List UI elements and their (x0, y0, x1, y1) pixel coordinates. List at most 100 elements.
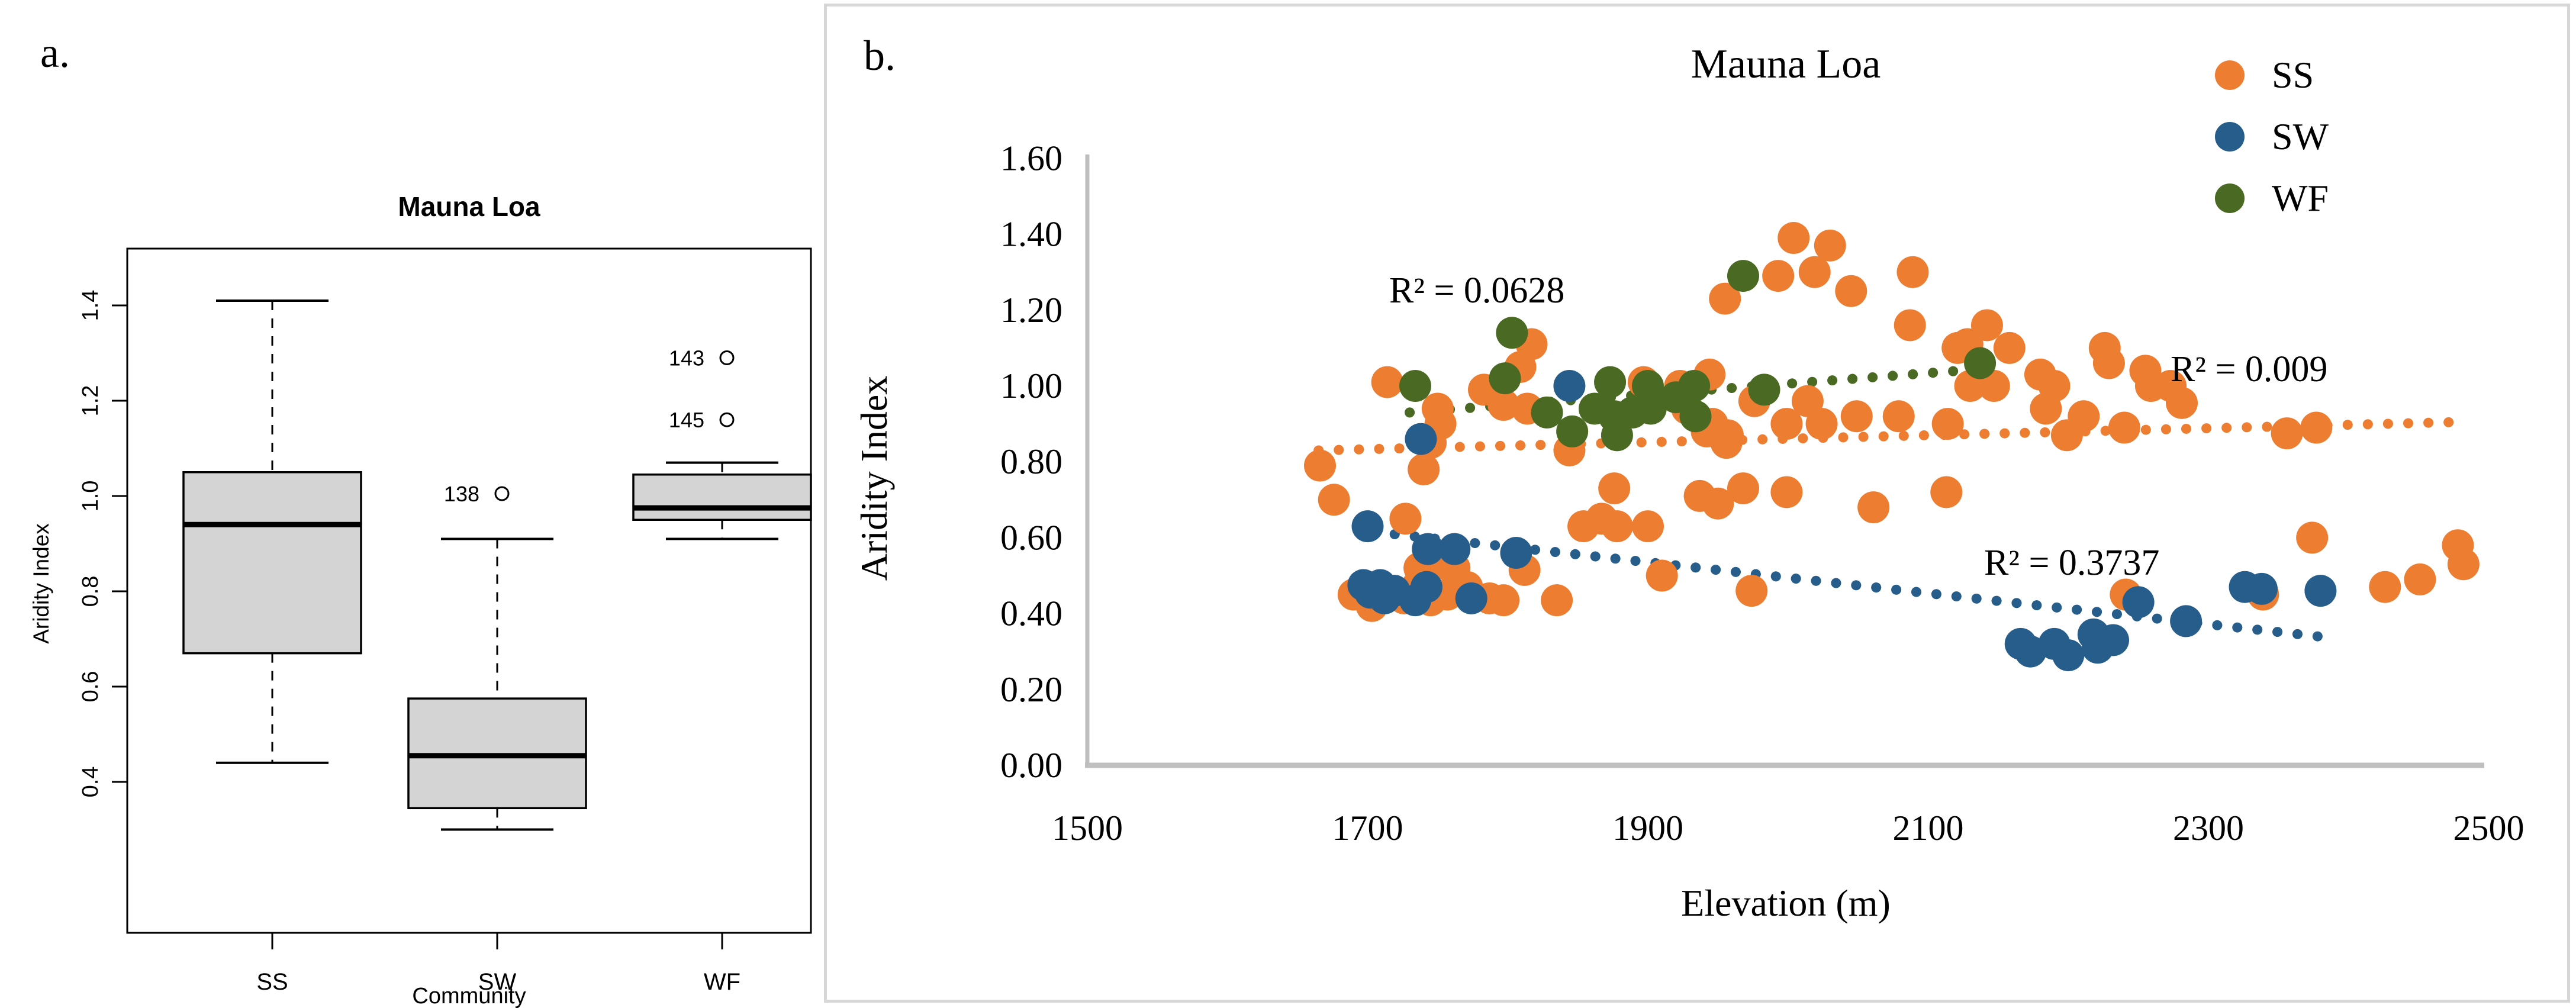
scatter-point-ss (1304, 449, 1337, 482)
x-tick-label: 2300 (2173, 809, 2244, 848)
legend-label-wf: WF (2272, 177, 2329, 219)
scatter-point-ss (1762, 260, 1795, 292)
scatter-point-ss (1646, 559, 1678, 592)
y-tick-label: 0.40 (1000, 594, 1062, 633)
legend-dot-sw (2215, 122, 2245, 152)
y-tick-label: 0.8 (78, 576, 103, 607)
scatter-point-ss (1487, 389, 1520, 421)
scatter-point-sw (1455, 582, 1487, 614)
scatter-point-sw (1412, 533, 1444, 565)
legend-item-ss: SS (2215, 56, 2329, 94)
scatter-point-ss (1931, 408, 1964, 440)
scatter-point-ss (1632, 510, 1664, 543)
scatter-point-ss (1709, 282, 1741, 315)
scatter-point-sw (2170, 605, 2203, 637)
y-tick-label: 0.6 (78, 671, 103, 703)
scatter-point-wf (1679, 400, 1712, 433)
scatter-point-ss (1727, 472, 1759, 505)
scatter-point-ss (1318, 484, 1350, 516)
trendline-ss (1313, 417, 2466, 456)
scatter-point-ss (1711, 419, 1744, 452)
scatter-point-sw (1405, 423, 1437, 455)
scatter-chart: 0.00 0.20 0.40 0.60 0.80 1.00 1.20 1.40 1.60 1500… (1000, 139, 2525, 848)
x-tick-label: 2500 (2453, 809, 2525, 848)
scatter-point-sw (1500, 537, 1532, 569)
y-tick-label: 1.60 (1000, 139, 1062, 178)
legend-label-sw: SW (2272, 115, 2329, 157)
scatter-point-ss (1598, 472, 1631, 505)
x-tick-label: 1700 (1332, 809, 1403, 848)
scatter-point-ss (1371, 366, 1403, 398)
y-tick-label: 0.20 (1000, 670, 1062, 709)
scatter-point-wf (1496, 317, 1528, 349)
scatter-point-ss (2296, 521, 2329, 554)
scatter-point-wf (1399, 370, 1431, 402)
panel-b-label: b. (864, 32, 896, 79)
outlier-point (494, 486, 510, 501)
scatter-point-sw (2304, 575, 2337, 607)
scatter-point-ss (1408, 453, 1440, 486)
scatter-point-ss (1894, 309, 1926, 342)
scatter-point-ss (2068, 400, 2100, 433)
scatter-point-sw (1553, 370, 1586, 402)
panel-a-label: a. (40, 29, 70, 76)
legend-item-wf: WF (2215, 179, 2329, 217)
outlier-label: 145 (669, 408, 704, 432)
box (182, 471, 362, 655)
scatter-point-wf (1964, 347, 1997, 379)
panel-b-x-axis-label: Elevation (m) (1681, 882, 1891, 924)
scatter-point-sw (2122, 586, 2155, 619)
legend: SS SW WF (2215, 56, 2329, 217)
x-tick-label: WF (704, 969, 740, 995)
y-tick-label: 1.00 (1000, 366, 1062, 405)
panel-a-x-axis-label: Community (412, 984, 526, 1008)
box (632, 474, 812, 521)
y-tick-label: 0.00 (1000, 746, 1062, 785)
scatter-point-wf (1634, 392, 1667, 425)
scatter-point-ss (1840, 400, 1873, 433)
outlier-label: 138 (444, 482, 479, 506)
scatter-point-ss (1805, 408, 1838, 440)
x-tick-label: 1900 (1612, 809, 1683, 848)
scatter-point-ss (2166, 387, 2198, 419)
scatter-point-ss (1857, 491, 1890, 524)
scatter-point-ss (2108, 411, 2140, 444)
legend-dot-ss (2215, 60, 2245, 90)
scatter-point-ss (1770, 476, 1803, 508)
y-tick-label: 0.80 (1000, 442, 1062, 481)
scatter-point-sw (2052, 639, 2085, 672)
scatter-point-ss (1930, 476, 1963, 508)
x-tick-label: 1500 (1052, 809, 1123, 848)
scatter-point-ss (2300, 411, 2333, 444)
r2-annotation-ss: R² = 0.009 (2171, 349, 2328, 389)
scatter-point-ss (2038, 370, 2071, 402)
r2-annotation-wf: R² = 0.0628 (1389, 270, 1565, 311)
y-tick-label: 0.60 (1000, 518, 1062, 557)
scatter-point-sw (1438, 533, 1471, 565)
panel-b-scatter: b. 0.00 0.20 0.40 0.60 0.80 1.00 1.20 1.40 1.60 1… (824, 4, 2570, 1003)
scatter-point-ss (2447, 548, 2480, 581)
panel-a-y-axis-label: Aridity Index (29, 523, 53, 644)
panel-b-title: Mauna Loa (1690, 41, 1881, 87)
scatter-point-ss (1541, 584, 1573, 617)
scatter-point-ss (2271, 417, 2303, 450)
scatter-point-ss (1993, 331, 2026, 364)
scatter-point-wf (1727, 260, 1759, 292)
x-tick-label: SW (478, 969, 517, 995)
scatter-point-ss (1882, 400, 1915, 433)
x-tick-label: SS (256, 969, 288, 995)
scatter-point-ss (1601, 510, 1633, 543)
panel-a-title: Mauna Loa (398, 191, 540, 222)
legend-label-ss: SS (2272, 54, 2314, 96)
scatter-point-ss (1770, 408, 1803, 440)
panel-a-boxplot: a. 1.4 1.2 1.0 0.8 0.6 0.4 SS SW 138 WF 143 145 Mau… (0, 0, 823, 1008)
scatter-point-ss (1970, 309, 2003, 342)
legend-item-sw: SW (2215, 118, 2329, 156)
scatter-point-ss (1798, 256, 1831, 288)
boxplot-chart: 1.4 1.2 1.0 0.8 0.6 0.4 SS SW 138 WF 143 145 (78, 247, 812, 995)
scatter-point-wf (1594, 366, 1627, 398)
outlier-label: 143 (669, 346, 704, 371)
scatter-point-ss (2369, 571, 2401, 603)
scatter-point-ss (2092, 347, 2125, 379)
legend-dot-wf (2215, 183, 2245, 213)
